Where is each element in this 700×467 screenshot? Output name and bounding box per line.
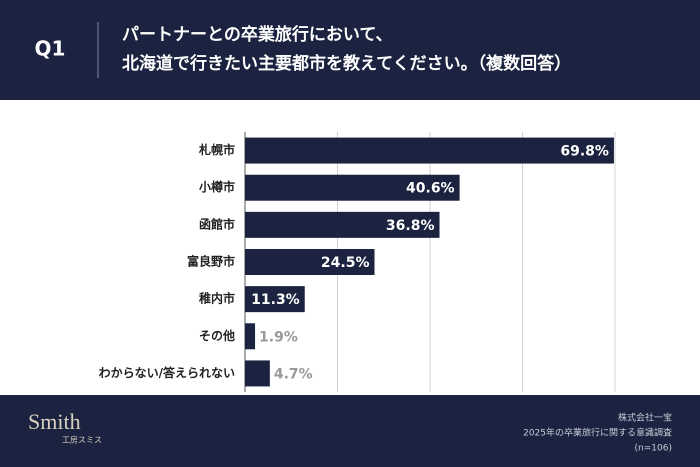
category-label: 小樽市 (199, 179, 235, 194)
logo: Smith (28, 409, 81, 434)
category-label: 富良野市 (187, 254, 235, 269)
value-label: 36.8% (386, 218, 435, 234)
bar (245, 137, 614, 164)
logo-sub: 工房スミス (62, 435, 102, 445)
value-label: 1.9% (259, 329, 298, 345)
title-line: 北海道で行きたい主要都市を教えてください。（複数回答） (122, 53, 571, 74)
bar (245, 211, 440, 238)
category-label: その他 (199, 328, 235, 343)
source: (n=106) (635, 444, 672, 454)
category-label: 稚内市 (199, 291, 235, 306)
source: 株式会社一宝 (618, 412, 672, 424)
value-label: 24.5% (321, 255, 370, 271)
value-label: 40.6% (406, 181, 455, 197)
bar (245, 360, 270, 387)
bar (245, 323, 256, 350)
category-label: 札幌市 (198, 142, 235, 157)
value-label: 4.7% (274, 366, 313, 382)
category-label: 函館市 (199, 216, 235, 231)
bar (245, 286, 305, 313)
value-label: 69.8% (560, 144, 609, 160)
source: 2025年の卒業旅行に関する意識調査 (523, 427, 672, 439)
bar (245, 174, 460, 201)
category-label: わからない/答えられない (99, 365, 235, 380)
bar (245, 249, 375, 275)
title-line: パートナーとの卒業旅行において、 (122, 24, 392, 45)
question-label: Q1 (35, 37, 66, 61)
value-label: 11.3% (251, 292, 300, 308)
